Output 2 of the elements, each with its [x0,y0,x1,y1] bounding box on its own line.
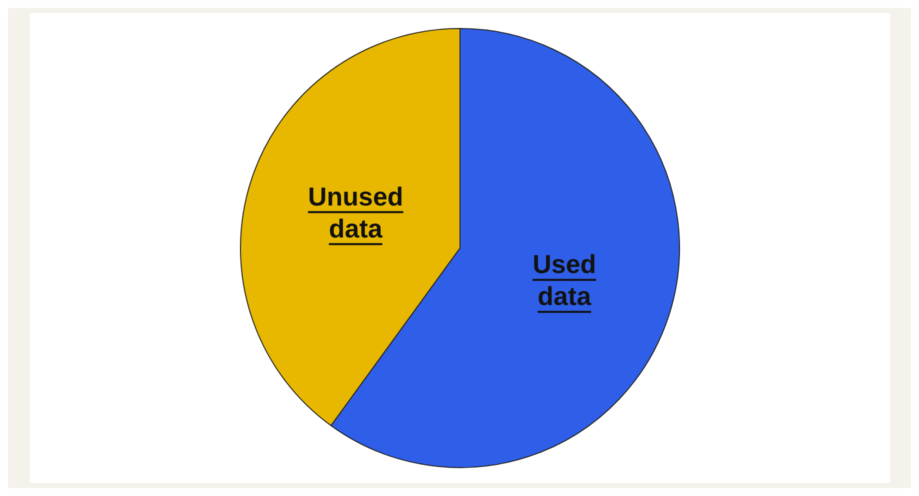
slice-label: Unused data [307,181,403,244]
slice-label: Used data [532,249,596,312]
